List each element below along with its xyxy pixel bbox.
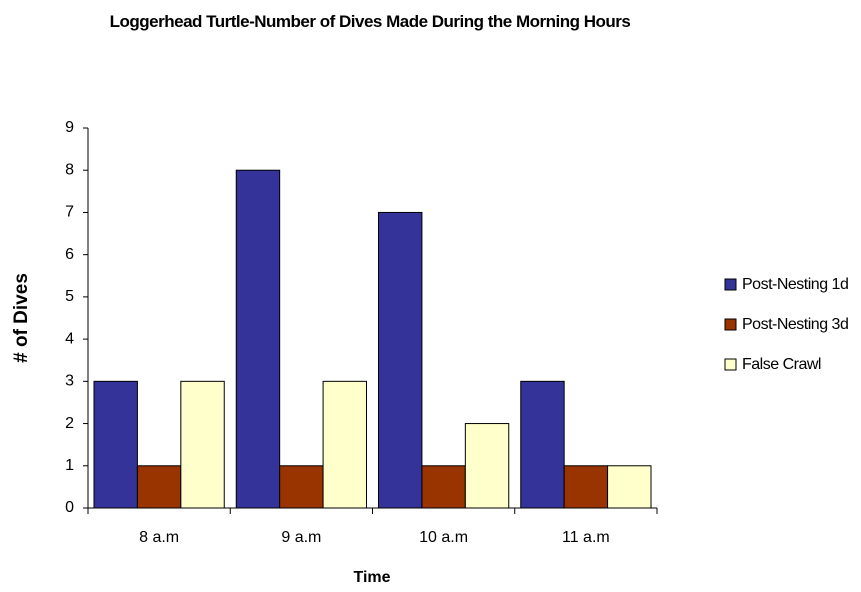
x-tick-label: 9 a.m (281, 529, 321, 546)
bar (279, 465, 324, 509)
y-tick-label: 5 (65, 288, 74, 305)
y-tick-label: 9 (65, 119, 74, 136)
bar (136, 465, 182, 509)
bar (322, 380, 368, 509)
bar (378, 211, 423, 509)
x-tick-label: 10 a.m (419, 529, 468, 546)
bar (464, 423, 510, 509)
y-tick-label: 7 (65, 204, 74, 221)
bar (520, 380, 565, 509)
chart-title: Loggerhead Turtle-Number of Dives Made D… (109, 12, 631, 31)
legend-label: False Crawl (742, 356, 821, 373)
legend-label: Post-Nesting 3d (742, 316, 848, 333)
bar (235, 169, 281, 509)
bar (180, 380, 225, 509)
y-tick-label: 1 (65, 457, 74, 474)
legend-label: Post-Nesting 1d (742, 276, 848, 293)
bar (563, 465, 609, 509)
y-tick-label: 4 (65, 330, 74, 347)
x-axis-label: Time (353, 569, 390, 586)
bar (607, 465, 652, 509)
y-tick-label: 8 (65, 161, 74, 178)
y-tick-label: 3 (65, 373, 74, 390)
y-tick-label: 2 (65, 415, 74, 432)
bar (93, 380, 138, 509)
y-axis-label: # of Dives (11, 273, 32, 363)
legend-swatch (724, 318, 737, 331)
legend-swatch (724, 278, 737, 291)
bar (421, 465, 466, 509)
y-tick-label: 0 (65, 499, 74, 516)
x-tick-label: 11 a.m (562, 529, 610, 546)
x-tick-label: 8 a.m (139, 529, 179, 546)
legend-swatch (724, 358, 737, 371)
y-tick-label: 6 (65, 246, 74, 263)
